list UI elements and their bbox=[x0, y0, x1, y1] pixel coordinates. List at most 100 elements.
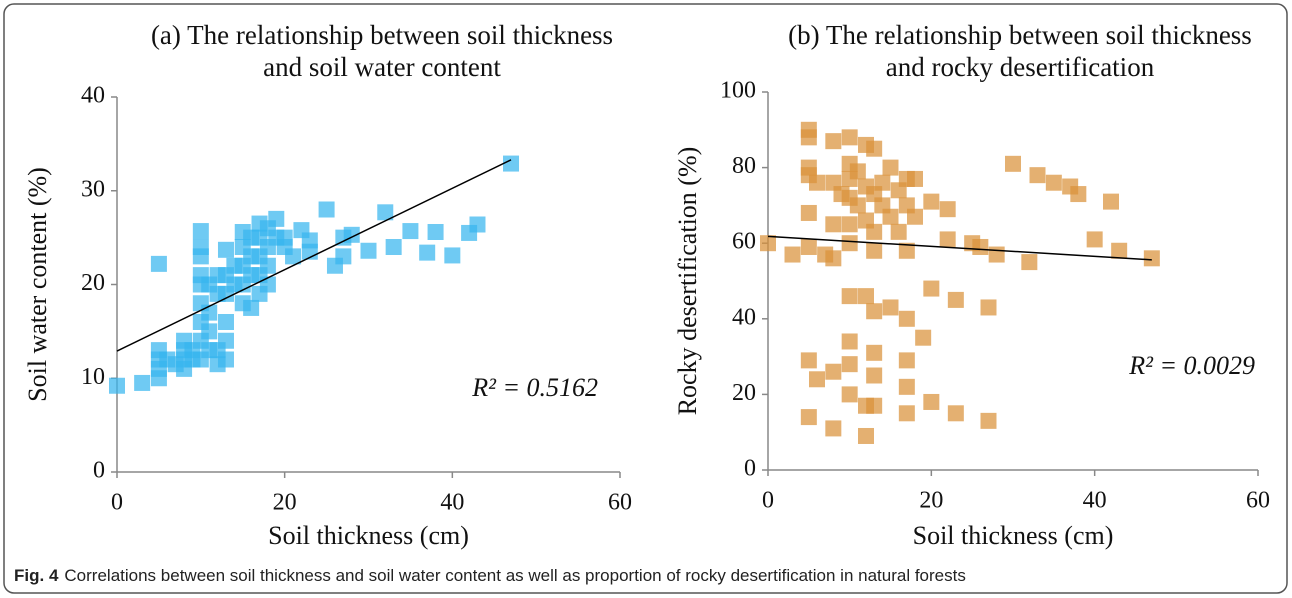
point bbox=[849, 197, 866, 214]
y-axis-label: Soil water content (%) bbox=[23, 167, 52, 402]
point bbox=[849, 163, 866, 180]
point bbox=[841, 333, 858, 350]
point bbox=[882, 299, 899, 316]
point bbox=[866, 367, 883, 384]
point bbox=[1005, 155, 1021, 172]
caption: Fig. 4 Correlations between soil thicknes… bbox=[14, 566, 966, 585]
x-tick-label: 60 bbox=[1246, 488, 1270, 514]
point bbox=[760, 235, 776, 252]
point bbox=[402, 223, 419, 240]
point bbox=[988, 246, 1005, 263]
point bbox=[217, 351, 234, 368]
point bbox=[1103, 193, 1119, 210]
point bbox=[1070, 186, 1087, 203]
point bbox=[1086, 231, 1103, 248]
point bbox=[841, 356, 858, 373]
y-tick-label: 20 bbox=[81, 270, 105, 296]
point bbox=[874, 174, 891, 191]
point bbox=[825, 133, 842, 150]
point bbox=[800, 204, 817, 221]
point bbox=[972, 238, 989, 255]
point bbox=[809, 174, 825, 191]
x-axis-label: Soil thickness (cm) bbox=[268, 521, 469, 550]
point bbox=[980, 412, 997, 429]
point bbox=[841, 216, 858, 233]
chart-title: and soil water content bbox=[263, 52, 501, 82]
caption-text: Correlations between soil thickness and … bbox=[64, 566, 965, 585]
point bbox=[923, 193, 940, 210]
trendline bbox=[767, 235, 1152, 261]
point bbox=[841, 129, 858, 146]
point bbox=[109, 377, 125, 394]
x-tick-label: 0 bbox=[762, 488, 774, 514]
point bbox=[444, 247, 461, 264]
x-tick-label: 20 bbox=[273, 490, 297, 516]
caption-label: Fig. 4 bbox=[14, 566, 59, 585]
trendline bbox=[116, 159, 512, 352]
point bbox=[1111, 242, 1128, 259]
point bbox=[243, 299, 260, 316]
point bbox=[301, 232, 318, 249]
point bbox=[858, 427, 874, 444]
point bbox=[947, 405, 964, 422]
point bbox=[907, 170, 923, 187]
point bbox=[866, 140, 883, 157]
x-axis-label: Soil thickness (cm) bbox=[913, 521, 1114, 550]
y-tick-label: 0 bbox=[93, 458, 105, 484]
y-tick-label: 30 bbox=[81, 176, 105, 202]
point bbox=[1029, 167, 1046, 184]
point bbox=[825, 363, 842, 380]
point bbox=[150, 255, 167, 272]
chart-title: (a) The relationship between soil thickn… bbox=[151, 20, 613, 50]
point bbox=[385, 239, 402, 255]
y-axis-label: Rocky desertification (%) bbox=[673, 147, 702, 416]
point bbox=[825, 216, 842, 233]
point bbox=[419, 244, 436, 261]
point bbox=[360, 242, 377, 259]
point bbox=[276, 229, 293, 246]
point bbox=[915, 329, 932, 346]
point bbox=[866, 344, 883, 361]
point bbox=[192, 239, 209, 255]
point bbox=[866, 242, 883, 259]
point bbox=[939, 201, 956, 218]
point bbox=[882, 208, 899, 225]
point bbox=[890, 223, 907, 240]
point bbox=[784, 246, 801, 263]
point bbox=[377, 204, 394, 221]
point bbox=[192, 223, 209, 240]
point bbox=[866, 303, 883, 320]
point bbox=[898, 242, 915, 259]
point bbox=[217, 314, 234, 330]
frame bbox=[3, 3, 1288, 594]
point bbox=[923, 393, 940, 410]
point bbox=[825, 420, 842, 437]
point bbox=[800, 409, 817, 426]
point bbox=[898, 405, 915, 422]
point bbox=[1143, 250, 1160, 267]
point bbox=[898, 310, 915, 327]
x-tick-label: 20 bbox=[919, 488, 943, 514]
point bbox=[809, 371, 825, 388]
point bbox=[858, 288, 874, 305]
chart-title: and rocky desertification bbox=[886, 52, 1155, 82]
x-tick-label: 40 bbox=[440, 490, 464, 516]
r-squared: R² = 0.5162 bbox=[471, 373, 598, 402]
point bbox=[503, 155, 520, 172]
point bbox=[866, 223, 883, 240]
point bbox=[923, 280, 940, 297]
y-tick-label: 40 bbox=[732, 304, 756, 330]
point bbox=[898, 378, 915, 395]
point bbox=[134, 374, 151, 391]
point bbox=[259, 257, 276, 274]
point bbox=[285, 248, 302, 265]
point bbox=[217, 241, 234, 258]
point bbox=[259, 276, 276, 293]
point bbox=[217, 332, 234, 349]
point bbox=[898, 352, 915, 369]
y-tick-label: 0 bbox=[744, 456, 756, 482]
x-tick-label: 0 bbox=[111, 490, 123, 516]
y-tick-label: 100 bbox=[720, 78, 756, 104]
point bbox=[980, 299, 997, 316]
